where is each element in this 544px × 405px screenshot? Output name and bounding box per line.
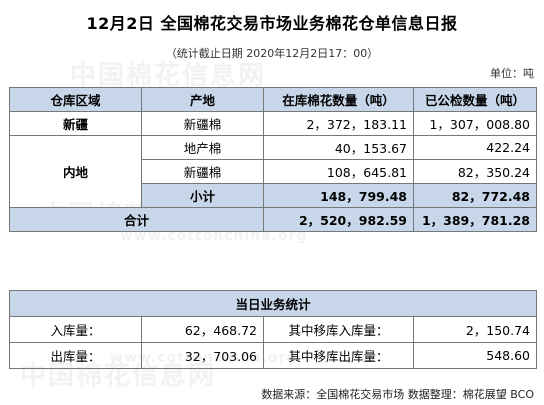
origin-cell: 新疆棉 [141, 159, 264, 184]
table-row: 新疆 新疆棉 2，372，183.11 1，307，008.80 [9, 111, 537, 136]
daily-value: 32，703.06 [141, 342, 264, 369]
total-row: 合计 2，520，982.59 1，389，781.28 [9, 207, 537, 232]
stock-cell: 2，372，183.11 [263, 111, 414, 136]
daily-title: 当日业务统计 [8, 290, 538, 317]
header-inspected: 已公检数量（吨） [413, 87, 537, 112]
daily-label: 入库量： [9, 316, 142, 343]
origin-cell: 新疆棉 [141, 111, 264, 136]
subtotal-label: 小计 [141, 183, 264, 208]
header-origin: 产地 [141, 87, 264, 112]
stock-cell: 108，645.81 [263, 159, 414, 184]
table-row: 新疆棉 108，645.81 82，350.24 [10, 159, 537, 184]
inspected-cell: 1，307，008.80 [413, 111, 537, 136]
table-row: 内地 地产棉 40，153.67 422.24 [9, 135, 537, 208]
total-stock: 2，520，982.59 [263, 207, 414, 232]
unit-label: 单位：吨 [490, 67, 534, 80]
page-title: 12月2日 全国棉花交易市场业务棉花仓单信息日报 [86, 14, 458, 33]
subtotal-stock: 148，799.48 [263, 183, 414, 208]
daily-value: 62，468.72 [141, 316, 264, 343]
inspected-cell: 82，350.24 [413, 159, 537, 184]
daily-value: 548.60 [412, 342, 538, 369]
stock-cell: 40，153.67 [263, 135, 414, 160]
daily-row: 出库量： 32，703.06 其中移库出库量： 548.60 [9, 342, 538, 369]
daily-label: 其中移库出库量： [263, 342, 414, 369]
total-label: 合计 [9, 207, 264, 232]
daily-business-table: 当日业务统计 入库量： 62，468.72 其中移库入库量： 2，150.74 … [8, 290, 538, 369]
daily-header-row: 当日业务统计 [8, 290, 538, 317]
daily-row: 入库量： 62，468.72 其中移库入库量： 2，150.74 [9, 316, 538, 343]
inspected-cell: 422.24 [413, 135, 537, 160]
subtotal-inspected: 82，772.48 [413, 183, 537, 208]
header-stock: 在库棉花数量（吨） [263, 87, 414, 112]
region-cell: 内地 [9, 135, 142, 208]
region-cell: 新疆 [9, 111, 142, 136]
warehouse-receipt-table: 仓库区域 产地 在库棉花数量（吨） 已公检数量（吨） 新疆 新疆棉 2，372，… [9, 87, 537, 232]
table-header-row: 仓库区域 产地 在库棉花数量（吨） 已公检数量（吨） [9, 87, 537, 112]
header-region: 仓库区域 [9, 87, 142, 112]
data-source-footer: 数据来源：全国棉花交易市场 数据整理：棉花展望 BCO [261, 388, 534, 401]
total-inspected: 1，389，781.28 [413, 207, 537, 232]
subtotal-row: 小计 148，799.48 82，772.48 [10, 183, 537, 208]
origin-cell: 地产棉 [141, 135, 264, 160]
daily-label: 出库量： [9, 342, 142, 369]
daily-label: 其中移库入库量： [263, 316, 414, 343]
daily-value: 2，150.74 [412, 316, 538, 343]
page-subtitle: （统计截止日期 2020年12月2日17：00） [165, 47, 379, 60]
